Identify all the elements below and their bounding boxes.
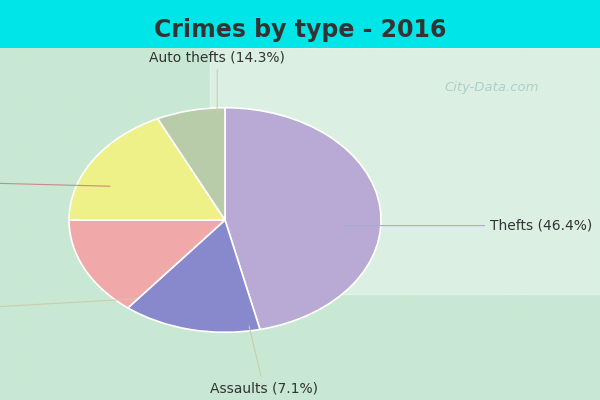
Text: Thefts (46.4%): Thefts (46.4%)	[345, 219, 592, 233]
Bar	[210, 48, 600, 294]
Text: Assaults (7.1%): Assaults (7.1%)	[210, 326, 318, 396]
Wedge shape	[69, 119, 225, 220]
Text: Crimes by type - 2016: Crimes by type - 2016	[154, 18, 446, 42]
Text: Auto thefts (14.3%): Auto thefts (14.3%)	[149, 50, 285, 114]
Wedge shape	[128, 220, 260, 332]
Text: City-Data.com: City-Data.com	[445, 82, 539, 94]
Text: Robberies (14.3%): Robberies (14.3%)	[0, 174, 110, 188]
Text: Burglaries (17.9%): Burglaries (17.9%)	[0, 299, 136, 319]
Wedge shape	[158, 108, 225, 220]
Wedge shape	[69, 220, 225, 308]
Wedge shape	[225, 108, 381, 330]
